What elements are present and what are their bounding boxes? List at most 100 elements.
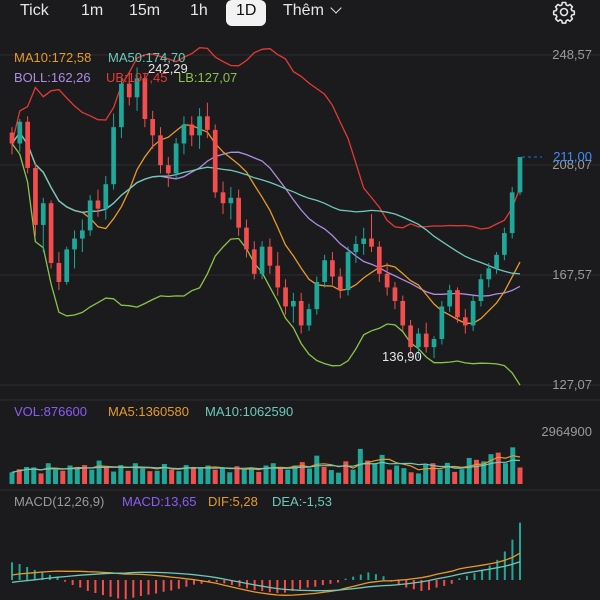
volume-bar bbox=[103, 467, 109, 484]
bollinger-lower-line bbox=[11, 143, 521, 386]
volume-bar bbox=[256, 471, 262, 484]
volume-bar bbox=[82, 465, 88, 484]
more-menu[interactable]: Thêm bbox=[283, 0, 342, 26]
volume-bar bbox=[205, 465, 211, 484]
volume-bar bbox=[452, 471, 458, 484]
volume-bar bbox=[481, 461, 487, 484]
candle-body bbox=[400, 300, 406, 326]
candle-body bbox=[119, 83, 124, 128]
gear-icon[interactable] bbox=[552, 0, 576, 24]
macd-bar bbox=[352, 576, 355, 580]
volume-bar bbox=[343, 461, 349, 484]
volume-bar bbox=[430, 463, 436, 484]
stock-chart[interactable]: MA10:172,58 MA50:174,70 BOLL:162,26 UB:1… bbox=[0, 26, 600, 600]
candle-body bbox=[72, 238, 77, 250]
volume-bar bbox=[299, 462, 305, 484]
legend-boll: BOLL:162,26 bbox=[14, 70, 91, 85]
volume-bar bbox=[459, 469, 465, 484]
volume-bar bbox=[96, 460, 102, 484]
macd-bar bbox=[291, 580, 294, 591]
macd-legend-title: MACD(12,26,9) bbox=[14, 494, 104, 509]
candle-body bbox=[95, 200, 101, 209]
candle-body bbox=[220, 192, 226, 204]
candle-body bbox=[251, 249, 257, 274]
volume-bar bbox=[408, 472, 414, 484]
candle-body bbox=[17, 121, 23, 144]
macd-bar bbox=[117, 580, 120, 599]
macd-bar bbox=[200, 580, 203, 584]
tab-1h[interactable]: 1h bbox=[190, 2, 208, 19]
ma10-line bbox=[11, 124, 521, 324]
macd-bar bbox=[238, 580, 241, 587]
macd-bar bbox=[443, 580, 446, 586]
candle-body bbox=[353, 243, 359, 253]
macd-bar bbox=[268, 580, 271, 593]
tab-1d[interactable]: 1D bbox=[226, 0, 267, 26]
macd-bar bbox=[147, 580, 150, 595]
volume-bar bbox=[241, 469, 247, 484]
volume-bar bbox=[234, 466, 240, 484]
macd-bar bbox=[170, 580, 173, 591]
bollinger-upper-line bbox=[11, 47, 521, 230]
timeframe-toolbar: Tick 1m 15m 1h 1D Thêm bbox=[0, 0, 600, 26]
candle-body bbox=[181, 124, 187, 144]
volume-bar bbox=[74, 468, 80, 484]
price-tick: 208,07 bbox=[552, 157, 592, 172]
macd-bar bbox=[56, 577, 59, 580]
tab-15m[interactable]: 15m bbox=[129, 2, 161, 19]
volume-bar bbox=[437, 469, 443, 484]
macd-legend-macd: MACD:13,65 bbox=[122, 494, 196, 509]
volume-bar bbox=[9, 472, 15, 484]
candle-body bbox=[298, 300, 304, 326]
candle-body bbox=[189, 124, 195, 136]
candle-body bbox=[134, 78, 140, 98]
volume-bar bbox=[169, 469, 175, 484]
tab-tick[interactable]: Tick bbox=[20, 2, 49, 19]
volume-bar bbox=[285, 469, 291, 484]
volume-bar bbox=[307, 468, 313, 484]
volume-bar bbox=[227, 472, 233, 484]
macd-bar bbox=[428, 580, 431, 591]
low-annotation: 136,90 bbox=[382, 349, 422, 364]
macd-legend-dif: DIF:5,28 bbox=[208, 494, 258, 509]
candle-body bbox=[361, 238, 367, 244]
macd-bar bbox=[71, 580, 74, 586]
volume-bar bbox=[357, 448, 363, 484]
volume-bar bbox=[423, 464, 429, 484]
volume-bar bbox=[466, 457, 472, 484]
volume-bar bbox=[495, 452, 501, 484]
macd-bar bbox=[397, 580, 400, 585]
candle-body bbox=[384, 273, 390, 288]
candle-body bbox=[369, 238, 374, 247]
macd-bar bbox=[109, 580, 112, 597]
candle-body bbox=[33, 167, 38, 225]
volume-bar bbox=[212, 469, 218, 484]
candle-body bbox=[494, 254, 499, 269]
candle-body bbox=[236, 197, 241, 228]
volume-bar bbox=[219, 468, 225, 484]
candle-body bbox=[275, 265, 281, 288]
candle-body bbox=[64, 249, 70, 282]
macd-dea-line bbox=[11, 561, 521, 592]
macd-bar bbox=[412, 580, 415, 590]
tab-1m[interactable]: 1m bbox=[81, 2, 104, 19]
candle-body bbox=[291, 300, 296, 307]
volume-max-label: 2964900 bbox=[541, 424, 592, 439]
volume-bar bbox=[16, 469, 22, 484]
macd-bar bbox=[374, 574, 377, 580]
volume-bar bbox=[365, 460, 371, 484]
candle-body bbox=[9, 132, 15, 144]
macd-bar bbox=[359, 574, 362, 580]
candle-body bbox=[408, 325, 413, 348]
candle-body bbox=[376, 246, 382, 274]
price-tick: 167,57 bbox=[552, 267, 592, 282]
more-label: Thêm bbox=[283, 2, 324, 19]
current-price-label: 211,00 bbox=[553, 149, 592, 164]
macd-bar bbox=[329, 580, 332, 584]
macd-bar bbox=[337, 580, 340, 583]
macd-bar bbox=[488, 565, 491, 580]
macd-bar bbox=[283, 580, 286, 593]
volume-bar bbox=[183, 465, 189, 484]
macd-bar bbox=[94, 580, 97, 594]
candle-body bbox=[56, 262, 62, 282]
